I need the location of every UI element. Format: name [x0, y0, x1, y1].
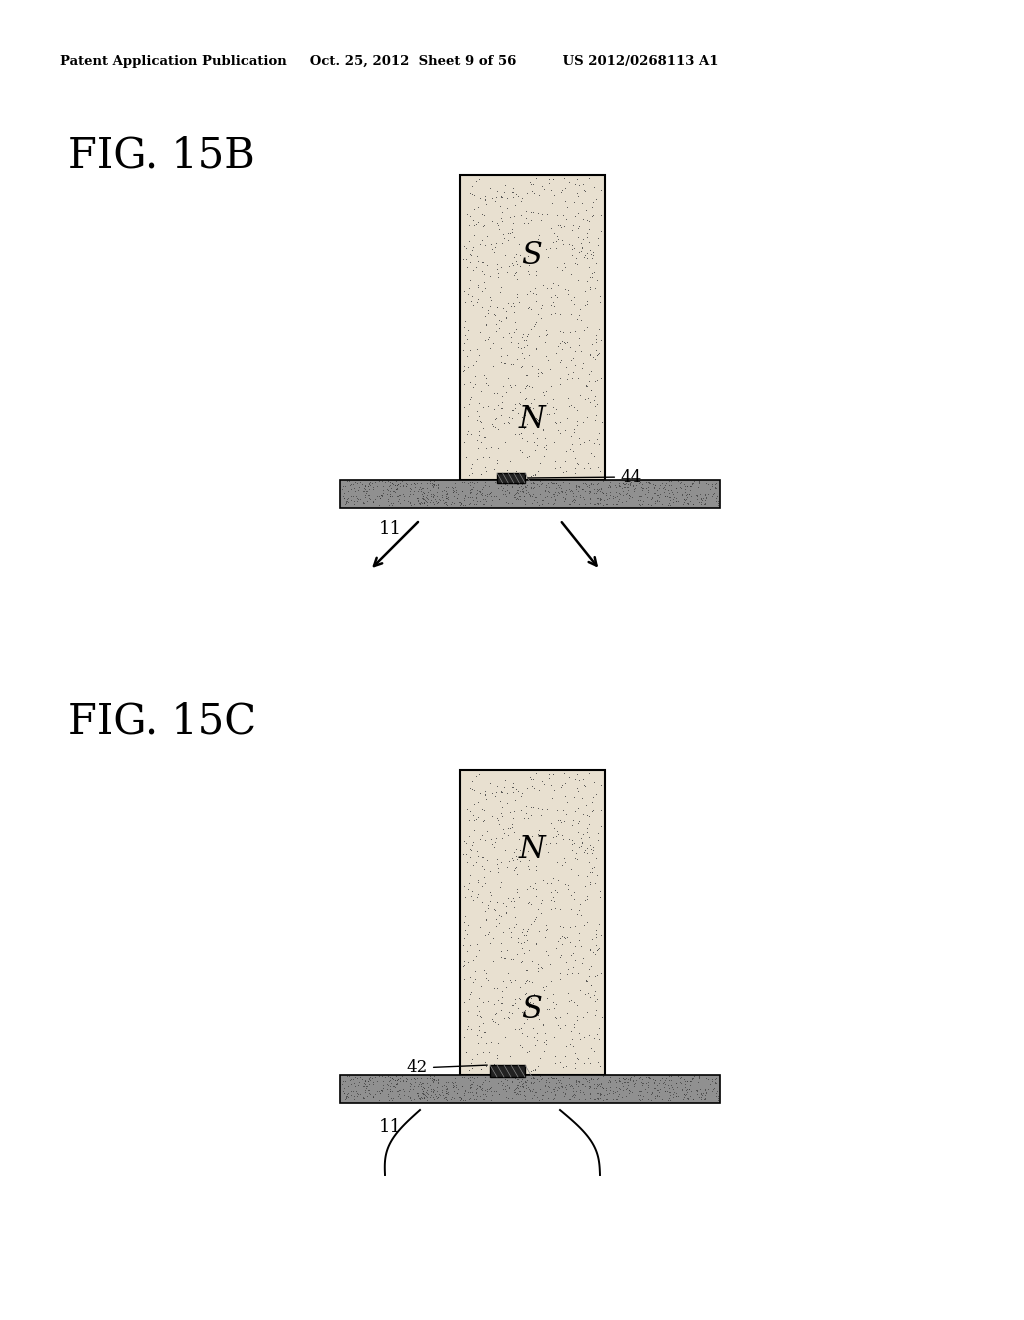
Bar — [497, 473, 525, 483]
Text: N: N — [518, 834, 546, 866]
Text: 42: 42 — [407, 1060, 487, 1077]
Text: FIG. 15B: FIG. 15B — [68, 135, 255, 177]
Text: S: S — [521, 239, 543, 271]
Text: S: S — [521, 994, 543, 1026]
Text: N: N — [518, 404, 546, 436]
Bar — [340, 480, 720, 508]
Text: 44: 44 — [527, 469, 641, 486]
Bar — [460, 770, 605, 1074]
Text: FIG. 15C: FIG. 15C — [68, 700, 256, 742]
Bar — [490, 1065, 525, 1077]
Bar — [460, 176, 605, 480]
Bar — [340, 1074, 720, 1104]
Text: 11: 11 — [379, 520, 401, 539]
Text: Patent Application Publication     Oct. 25, 2012  Sheet 9 of 56          US 2012: Patent Application Publication Oct. 25, … — [60, 55, 719, 69]
Text: 11: 11 — [379, 1118, 401, 1137]
